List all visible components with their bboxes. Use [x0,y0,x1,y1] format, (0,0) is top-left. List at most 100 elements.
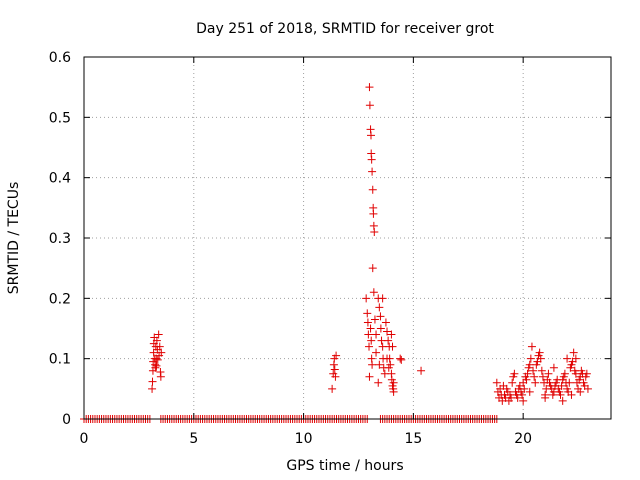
data-point [372,348,381,357]
data-point [376,324,385,333]
data-point [157,348,166,357]
data-point [367,336,376,345]
data-point [544,369,553,378]
data-point [519,396,528,405]
data-point [363,309,372,318]
data-point [557,381,566,390]
data-point [510,369,519,378]
data-point [571,354,580,363]
data-point [376,312,385,321]
data-point [565,378,574,387]
data-point [388,342,397,351]
data-point [520,384,529,393]
data-point [396,354,405,363]
x-tick-label: 0 [80,431,89,447]
y-tick-label: 0.5 [49,110,71,126]
data-point [397,355,406,364]
data-point [537,366,546,375]
data-point [384,363,393,372]
data-point [152,361,161,370]
data-point [389,387,398,396]
data-point [332,351,341,360]
data-point [362,294,371,303]
data-point [367,155,376,164]
data-point [154,330,163,339]
data-point [330,365,339,374]
data-point [365,372,374,381]
data-point [366,131,375,140]
data-point [148,384,157,393]
data-point [378,294,387,303]
data-point [381,318,390,327]
x-tick-label: 15 [404,431,422,447]
data-point [535,348,544,357]
chart-title: Day 251 of 2018, SRMTID for receiver gro… [196,21,494,37]
y-axis-label: SRMTID / TECUs [6,182,22,295]
data-point [563,354,572,363]
data-point [530,372,539,381]
data-point [384,336,393,345]
data-point [368,167,377,176]
data-point [527,342,536,351]
data-point [387,330,396,339]
y-tick-label: 0 [62,412,71,428]
data-point [370,315,379,324]
data-point [155,342,164,351]
y-tick-label: 0.2 [49,291,71,307]
data-point [558,396,567,405]
data-point [582,369,591,378]
data-point [569,348,578,357]
data-point [538,372,547,381]
data-point [152,336,161,345]
y-tick-label: 0.4 [49,171,71,187]
data-point [368,185,377,194]
data-point [369,209,378,218]
data-point [365,101,374,110]
data-point [370,227,379,236]
data-point [366,324,375,333]
data-point [560,369,569,378]
x-tick-label: 5 [189,431,198,447]
data-point [151,363,160,372]
data-point [525,387,534,396]
data-point [383,327,392,336]
data-point [383,354,392,363]
data-point [513,393,522,402]
data-point [389,378,398,387]
data-point [369,288,378,297]
data-point [363,318,372,327]
data-point [328,384,337,393]
data-point [549,363,558,372]
data-point [531,378,540,387]
data-point [148,377,157,386]
data-point [417,366,426,375]
data-point [492,378,501,387]
data-point [364,330,373,339]
data-point [508,378,517,387]
data-point [375,360,384,369]
data-point [567,390,576,399]
data-point [536,354,545,363]
data-point [523,369,532,378]
data-point [153,355,162,364]
data-points [80,83,592,423]
data-point [556,390,565,399]
x-tick-label: 20 [514,431,532,447]
data-point [583,384,592,393]
data-point [522,375,531,384]
data-point [365,83,374,92]
x-axis-label: GPS time / hours [286,458,403,474]
data-point [365,342,374,351]
y-tick-label: 0.3 [49,231,71,247]
data-point [368,360,377,369]
data-point [374,378,383,387]
data-point [375,303,384,312]
data-point [576,387,585,396]
y-tick-label: 0.1 [49,352,71,368]
data-point [541,393,550,402]
axis-ticks: 0 0.1 0.2 0.3 0.4 0.5 0.6 0 5 10 15 20 [49,50,611,447]
data-point [526,354,535,363]
x-tick-label: 10 [295,431,313,447]
data-point [156,372,165,381]
